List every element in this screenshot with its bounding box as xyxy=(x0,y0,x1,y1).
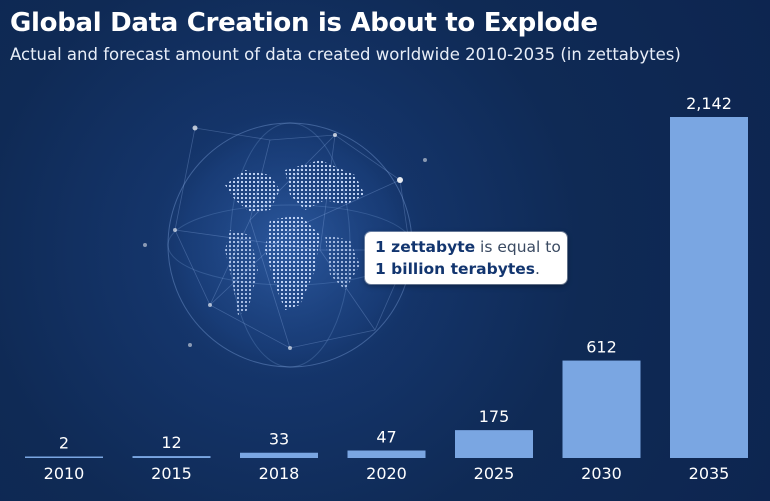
callout-zettabyte-term: 1 zettabyte xyxy=(375,238,476,256)
bar-2020 xyxy=(347,450,426,458)
category-label-2025: 2025 xyxy=(474,464,515,483)
zettabyte-callout: 1 zettabyte is equal to 1 billion teraby… xyxy=(365,232,567,284)
value-label-2025: 175 xyxy=(479,407,510,426)
bar-2015 xyxy=(132,456,211,458)
value-label-2035: 2,142 xyxy=(686,94,732,113)
value-label-2020: 47 xyxy=(376,428,396,447)
category-label-2035: 2035 xyxy=(689,464,730,483)
page-title: Global Data Creation is About to Explode xyxy=(10,8,598,38)
callout-terabytes-term: 1 billion terabytes xyxy=(375,260,535,278)
callout-period: . xyxy=(534,260,540,278)
category-label-2020: 2020 xyxy=(366,464,407,483)
bar-2025 xyxy=(455,430,533,458)
category-label-2015: 2015 xyxy=(151,464,192,483)
category-label-2018: 2018 xyxy=(259,464,300,483)
value-label-2018: 33 xyxy=(269,430,289,449)
callout-equal-text: is equal to xyxy=(475,238,561,256)
bar-2035 xyxy=(670,117,748,458)
page-subtitle: Actual and forecast amount of data creat… xyxy=(10,45,681,64)
value-label-2030: 612 xyxy=(586,338,617,357)
bar-2018 xyxy=(240,452,318,458)
callout-line-1: 1 zettabyte is equal to xyxy=(375,236,561,258)
category-label-2010: 2010 xyxy=(44,464,85,483)
bar-2030 xyxy=(562,360,641,458)
callout-line-2: 1 billion terabytes. xyxy=(375,258,557,280)
value-label-2015: 12 xyxy=(161,433,181,452)
value-label-2010: 2 xyxy=(59,434,69,453)
bar-2010 xyxy=(25,456,103,458)
category-label-2030: 2030 xyxy=(581,464,622,483)
